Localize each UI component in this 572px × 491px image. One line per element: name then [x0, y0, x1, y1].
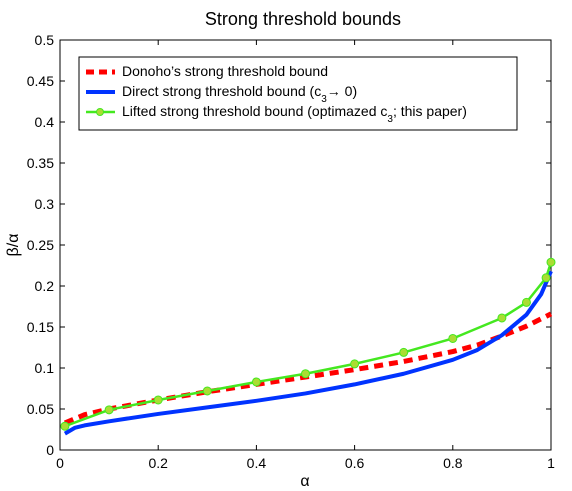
y-tick-label: 0.45 [27, 73, 54, 89]
legend-label-direct: Direct strong threshold bound (c3→ 0) [122, 83, 357, 105]
y-tick-label: 0.4 [35, 114, 55, 130]
lifted-bound-point [104, 405, 114, 415]
x-tick-label: 0.8 [443, 455, 463, 471]
x-tick-label: 1 [547, 455, 555, 471]
x-tick-label: 0.4 [247, 455, 267, 471]
x-tick-label: 0.2 [148, 455, 168, 471]
legend-label-lifted-main: Lifted strong threshold bound (optimazed… [122, 103, 387, 119]
lifted-bound-point [546, 257, 556, 267]
y-tick-label: 0.05 [27, 401, 54, 417]
lifted-bound-point [202, 386, 212, 396]
x-axis: 0 0.2 0.4 0.6 0.8 1 [56, 40, 555, 471]
legend-label-lifted-sub: 3 [387, 114, 393, 125]
legend-label-direct-sub: 3 [321, 94, 327, 105]
legend-label-direct-main: Direct strong threshold bound (c [122, 83, 321, 99]
legend-label-lifted: Lifted strong threshold bound (optimazed… [122, 103, 467, 125]
x-axis-title: α [300, 473, 309, 490]
series-layer [60, 257, 556, 436]
x-tick-label: 0 [56, 455, 64, 471]
y-tick-label: 0.2 [35, 278, 55, 294]
y-axis: 0 0.05 0.1 0.15 0.2 0.25 0.3 0.35 0.4 0.45 0.5 [27, 32, 551, 458]
legend-swatch-lifted-marker [96, 108, 104, 116]
lifted-bound-point [521, 297, 531, 307]
x-tick-label: 0.6 [345, 455, 365, 471]
legend-label-lifted-tail: ; this paper) [393, 103, 467, 119]
y-tick-label: 0.1 [35, 360, 55, 376]
y-tick-label: 0.15 [27, 319, 54, 335]
y-tick-label: 0.3 [35, 196, 55, 212]
chart-title: Strong threshold bounds [205, 9, 401, 29]
legend-label-donoho: Donoho’s strong threshold bound [122, 63, 328, 79]
lifted-bound-point [399, 347, 409, 357]
lifted-bound-point [541, 273, 551, 283]
direct-bound-line [63, 270, 553, 436]
legend: Donoho’s strong threshold bound Direct s… [78, 56, 518, 131]
y-tick-label: 0 [46, 442, 54, 458]
lifted-bound-point [301, 369, 310, 379]
lifted-bound-point [60, 421, 70, 431]
y-tick-label: 0.25 [27, 237, 54, 253]
y-tick-label: 0.35 [27, 155, 54, 171]
lifted-bound-point [350, 359, 360, 369]
legend-box [78, 56, 518, 131]
lifted-bound-point [153, 395, 163, 405]
lifted-bound-point [448, 333, 458, 343]
y-tick-label: 0.5 [35, 32, 55, 48]
legend-label-direct-tail: → 0) [327, 83, 357, 99]
lifted-bound-point [497, 313, 507, 323]
y-axis-title: β/α [5, 234, 22, 257]
lifted-bound-point [251, 377, 261, 387]
